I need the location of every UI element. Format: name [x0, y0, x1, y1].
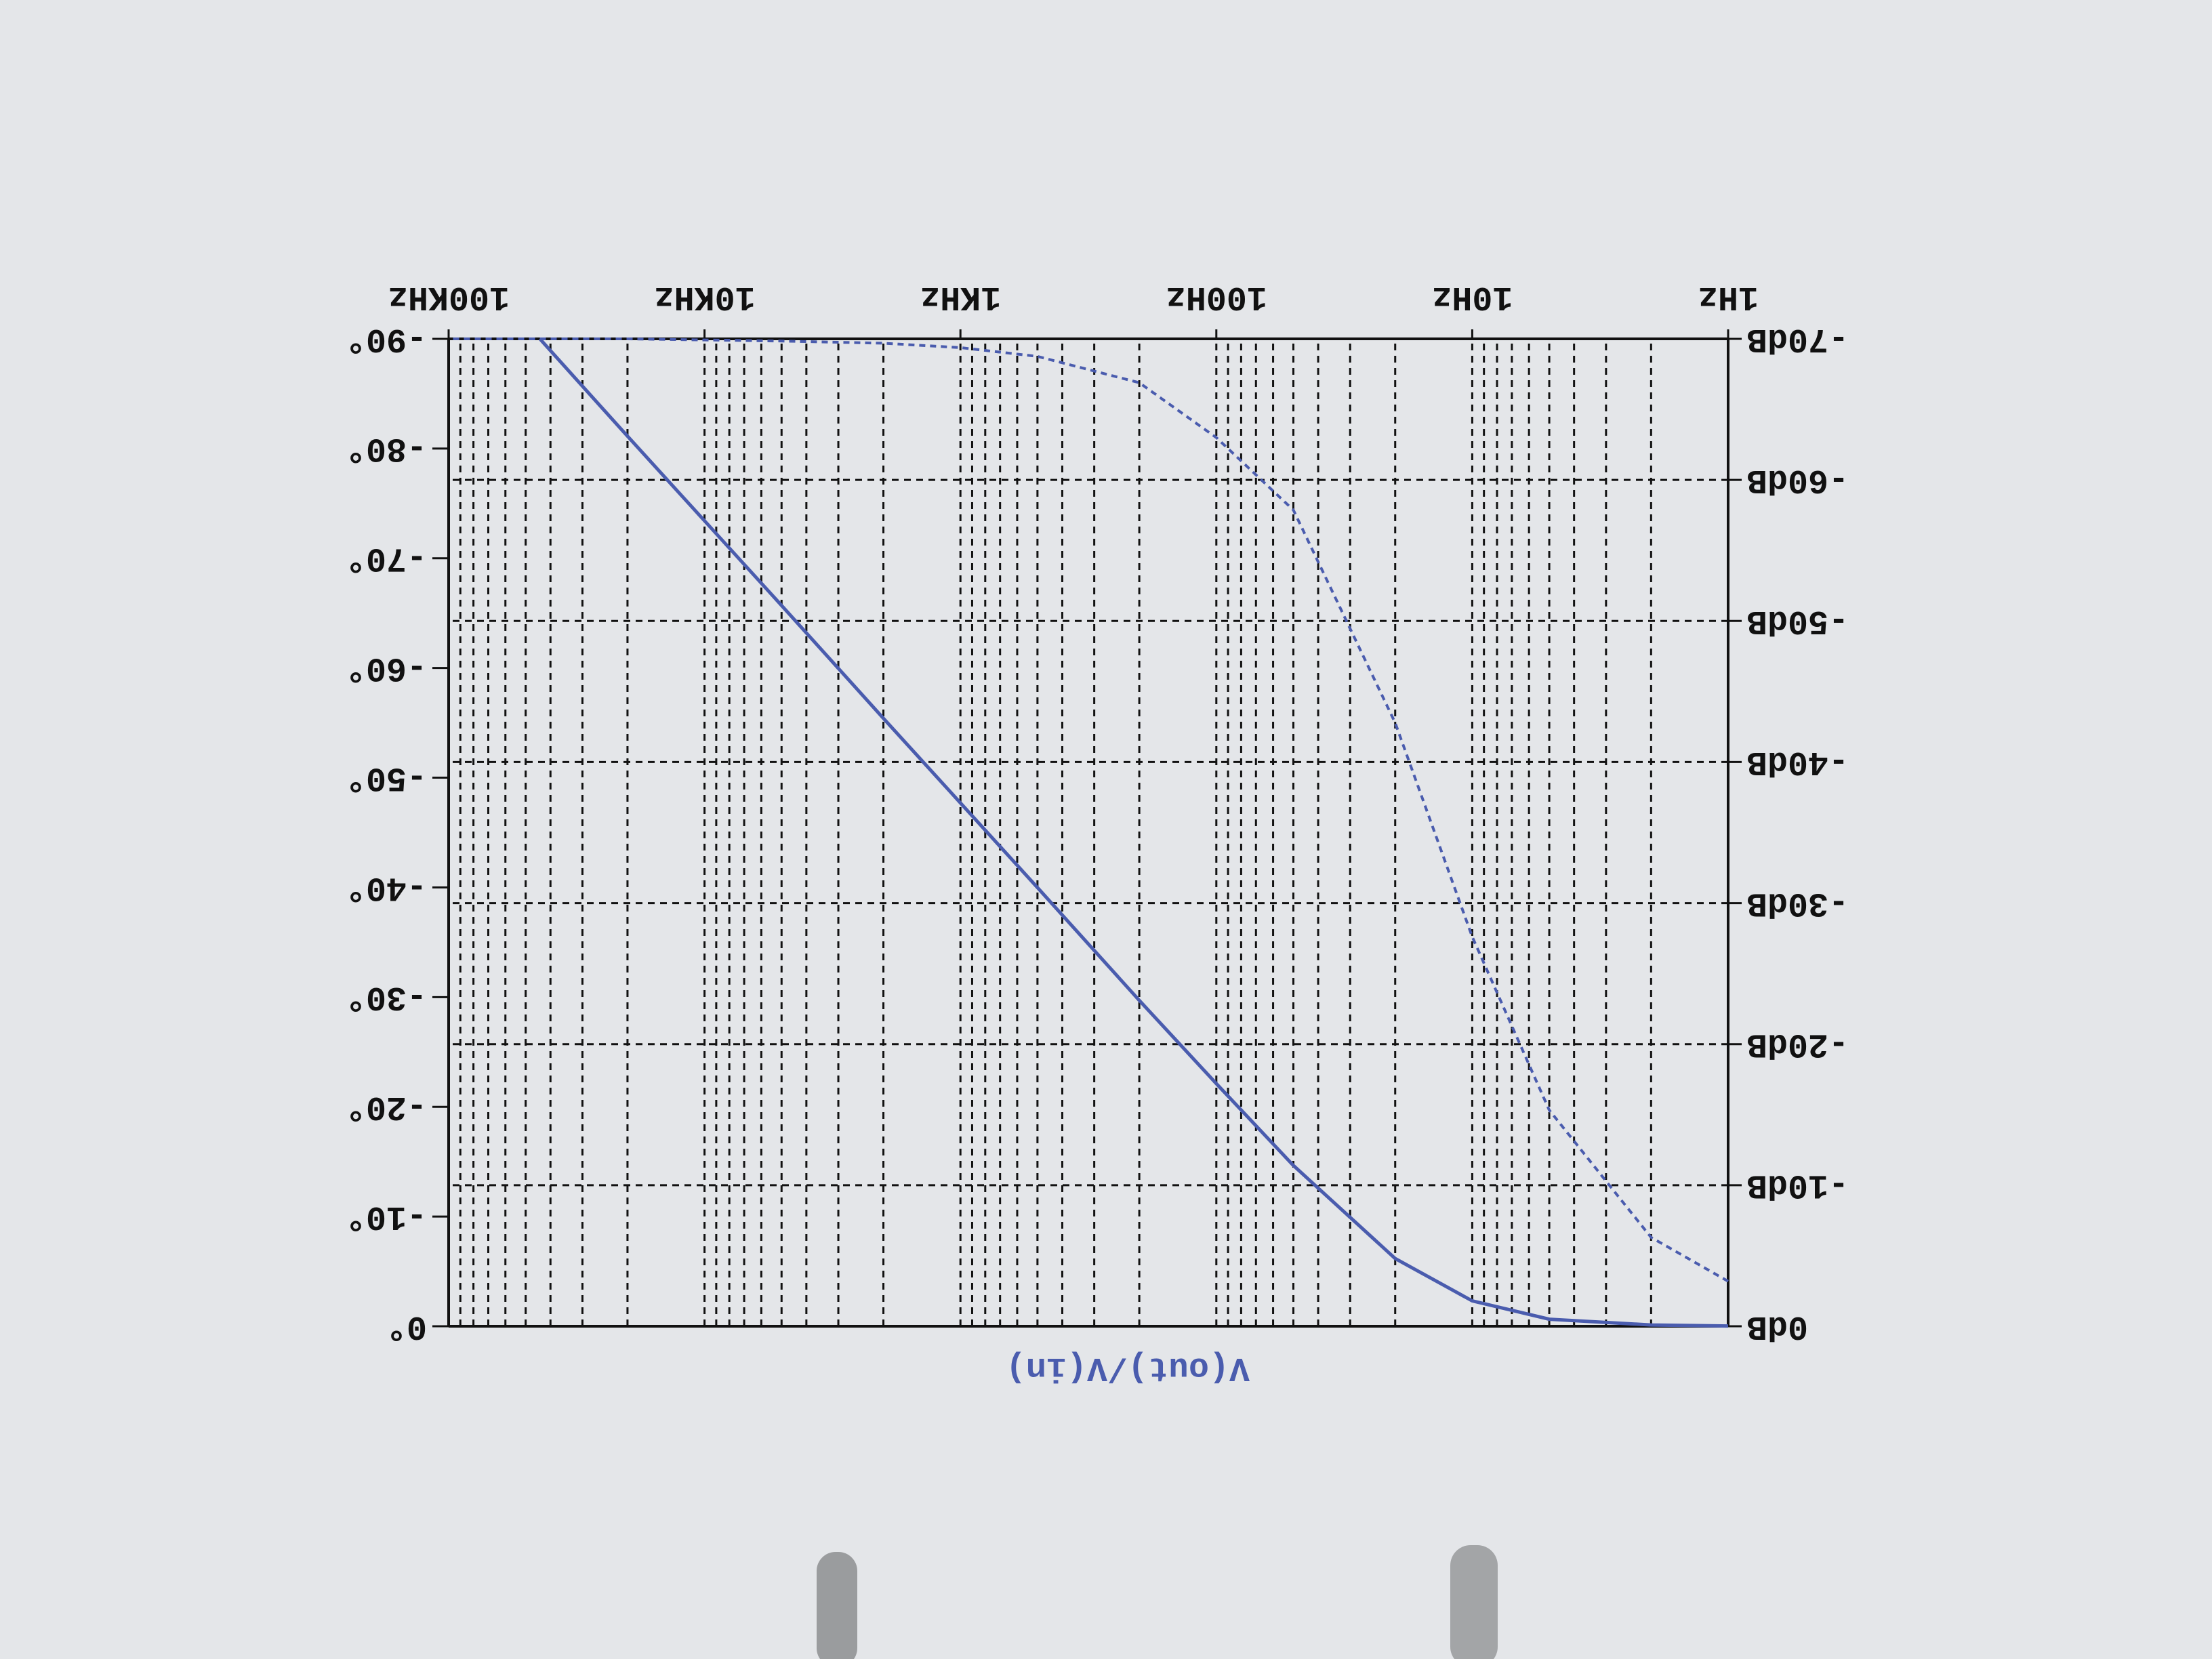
y-tick-label: -60dB: [1747, 460, 1849, 499]
binder-ring: [817, 1552, 857, 1659]
y-tick-label: -70dB: [1747, 319, 1849, 358]
y2-tick-label: -90°: [346, 319, 427, 358]
x-tick-label: 1Hz: [1698, 277, 1759, 316]
y-tick-label: -50dB: [1747, 601, 1849, 640]
y2-tick-label: -20°: [346, 1087, 427, 1126]
y2-tick-label: 0°: [386, 1307, 427, 1345]
trace-label: V(out)/V(in): [1006, 1348, 1250, 1387]
x-tick-label: 1KHz: [920, 277, 1001, 316]
y-tick-label: 0dB: [1747, 1307, 1808, 1345]
y-tick-label: -10dB: [1747, 1166, 1849, 1204]
binder-ring: [1450, 1545, 1498, 1659]
y2-tick-label: -30°: [346, 977, 427, 1016]
y2-tick-label: -60°: [346, 648, 427, 687]
y2-tick-label: -80°: [346, 429, 427, 468]
x-tick-label: 10Hz: [1431, 277, 1513, 316]
series-line: [538, 337, 1729, 1328]
y2-tick-label: -40°: [346, 867, 427, 906]
y2-tick-label: -70°: [346, 539, 427, 577]
chart: V(out)/V(in) 1Hz 10Hz 100Hz 1KHz 10KHz 100KHz…: [346, 277, 1849, 1387]
x-tick-label: 100Hz: [1166, 277, 1267, 316]
y-tick-label: -30dB: [1747, 883, 1849, 922]
x-tick-label: 100KHz: [388, 277, 510, 316]
y2-tick-label: -10°: [346, 1197, 427, 1235]
y-tick-label: -20dB: [1747, 1025, 1849, 1063]
x-tick-label: 10KHz: [654, 277, 756, 316]
y-tick-label: -40dB: [1747, 742, 1849, 781]
y2-tick-label: -50°: [346, 758, 427, 796]
